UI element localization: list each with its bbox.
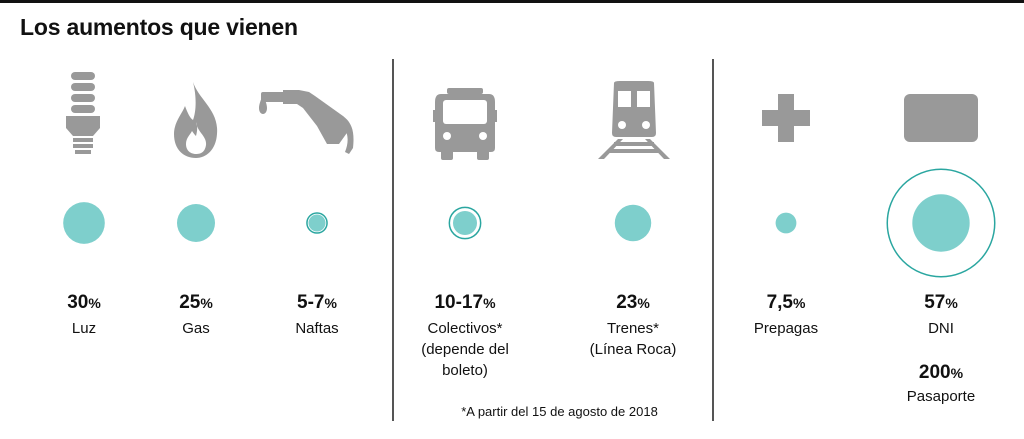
light-bulb-icon xyxy=(62,72,104,160)
item-dni: 57% DNI xyxy=(876,292,1006,339)
fuel-nozzle-icon xyxy=(253,86,361,158)
item-gas: 25% Gas xyxy=(131,292,261,339)
footnote: *A partir del 15 de agosto de 2018 xyxy=(461,404,658,419)
bubble-dni xyxy=(912,194,970,252)
id-card-icon xyxy=(904,94,978,142)
value-label: 57% xyxy=(924,292,958,313)
train-icon xyxy=(598,81,670,159)
value-label: 200% xyxy=(918,362,964,383)
category-label: Trenes* (Línea Roca) xyxy=(589,320,677,358)
bubble-prepagas xyxy=(775,212,797,234)
item-trenes: 23% Trenes* (Línea Roca) xyxy=(568,292,698,360)
flame-icon xyxy=(171,82,221,158)
item-pasaporte: 200% Pasaporte xyxy=(876,362,1006,407)
bubble-gas xyxy=(177,204,215,242)
category-label: Colectivos* (depende del boleto) xyxy=(421,320,509,379)
bubble-trenes xyxy=(614,204,652,242)
category-label: Pasaporte xyxy=(906,388,976,405)
medical-cross-icon xyxy=(762,94,810,142)
top-rule xyxy=(0,0,1024,3)
value-label: 10-17% xyxy=(434,292,496,313)
bubble-min-colectivos xyxy=(452,210,478,236)
item-luz: 30% Luz xyxy=(19,292,149,339)
bubble-max-ring-colectivos xyxy=(448,206,482,240)
value-label: 23% xyxy=(616,292,650,313)
value-label: 25% xyxy=(179,292,213,313)
category-label: Naftas xyxy=(295,320,339,337)
item-prepagas: 7,5% Prepagas xyxy=(721,292,851,339)
category-label: Luz xyxy=(71,320,97,337)
bubble-luz xyxy=(63,202,105,244)
value-label: 7,5% xyxy=(766,292,806,313)
bus-icon xyxy=(433,88,497,160)
section-divider xyxy=(392,59,394,421)
bubble-ring-pasaporte xyxy=(886,168,996,278)
category-label: Gas xyxy=(182,320,210,337)
bubble-min-naftas xyxy=(308,214,326,232)
value-label: 30% xyxy=(67,292,101,313)
category-label: DNI xyxy=(928,320,954,337)
page-title: Los aumentos que vienen xyxy=(20,14,298,40)
item-colectivos: 10-17% Colectivos* (depende del boleto) xyxy=(400,292,530,381)
category-label: Prepagas xyxy=(753,320,819,337)
item-naftas: 5-7% Naftas xyxy=(252,292,382,339)
value-label: 5-7% xyxy=(297,292,337,313)
section-divider xyxy=(712,59,714,421)
bubble-max-ring-naftas xyxy=(306,212,328,234)
